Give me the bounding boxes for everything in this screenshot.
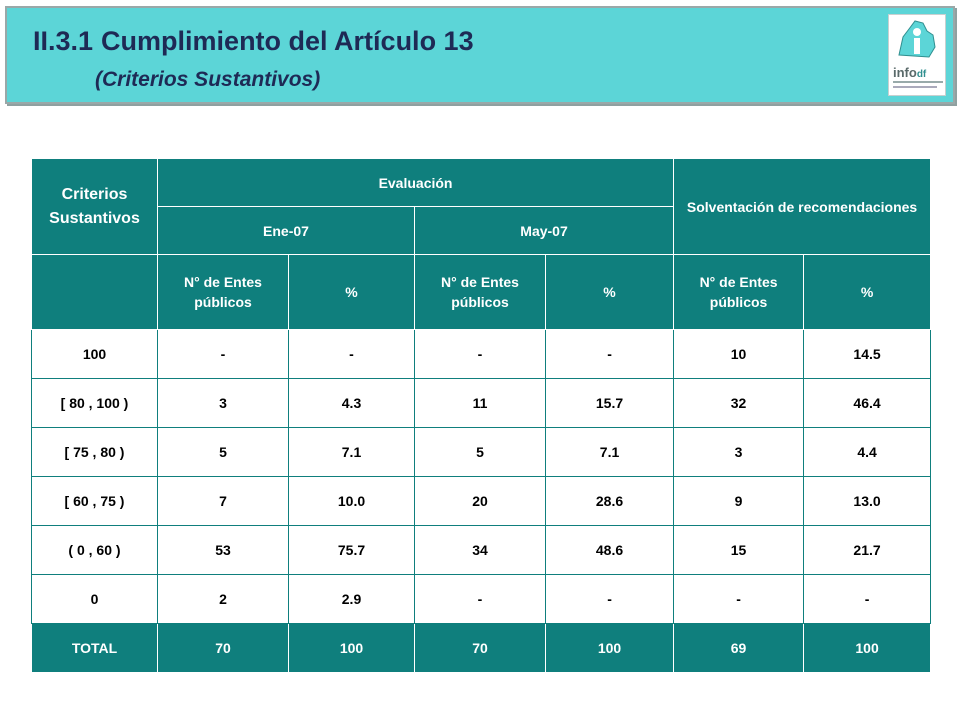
criteria-cell: [ 75 , 80 )	[31, 427, 158, 477]
percent-cell: 15.7	[544, 378, 675, 428]
criteria-header: Criterios Sustantivos	[31, 158, 158, 255]
count-cell: 10	[673, 329, 805, 379]
percent-cell: 21.7	[803, 525, 932, 575]
percent-header: %	[803, 254, 932, 330]
section-number: II.3.1	[33, 26, 94, 56]
percent-header: %	[544, 254, 675, 330]
count-cell: -	[414, 574, 546, 624]
logo-fine-print	[893, 86, 937, 88]
logo-wordmark: infodf	[893, 65, 926, 80]
logo-suffix: df	[916, 69, 927, 80]
blank-header	[31, 254, 158, 330]
table-row: ( 0 , 60 ) 53 75.7 34 48.6 15 21.7	[31, 525, 932, 575]
percent-cell: 46.4	[803, 378, 932, 428]
percent-cell: -	[803, 574, 932, 624]
period-2-header: May-07	[413, 206, 675, 255]
percent-cell: -	[288, 329, 415, 379]
table-row: [ 80 , 100 ) 3 4.3 11 15.7 32 46.4	[31, 378, 932, 428]
percent-cell: 7.1	[544, 427, 675, 477]
percent-cell: 14.5	[803, 329, 932, 379]
count-cell: 32	[673, 378, 805, 428]
percent-cell: 4.4	[803, 427, 932, 477]
percent-cell: 48.6	[544, 525, 675, 575]
logo-text: info	[893, 65, 917, 80]
count-cell: 53	[157, 525, 289, 575]
total-percent-cell: 100	[803, 623, 932, 673]
total-count-cell: 70	[157, 623, 289, 673]
percent-cell: 2.9	[288, 574, 415, 624]
count-cell: 3	[673, 427, 805, 477]
page-subtitle: (Criterios Sustantivos)	[95, 68, 321, 91]
criteria-cell: 100	[31, 329, 158, 379]
solventacion-header: Solventación de recomendaciones	[673, 158, 932, 255]
count-header: N° de Entes públicos	[157, 254, 289, 330]
total-count-cell: 69	[673, 623, 805, 673]
total-label: TOTAL	[31, 623, 158, 673]
criteria-cell: ( 0 , 60 )	[31, 525, 158, 575]
count-header: N° de Entes públicos	[414, 254, 546, 330]
criteria-table-container: Criterios Sustantivos Evaluación Solvent…	[31, 158, 932, 673]
criteria-cell: [ 80 , 100 )	[31, 378, 158, 428]
table-row: 100 - - - - 10 14.5	[31, 329, 932, 379]
count-cell: -	[673, 574, 805, 624]
percent-cell: 75.7	[288, 525, 415, 575]
map-emblem-icon	[898, 20, 936, 58]
count-cell: 34	[414, 525, 546, 575]
count-cell: 20	[414, 476, 546, 526]
page-title: II.3.1 Cumplimiento del Artículo 13	[33, 26, 474, 57]
percent-cell: 10.0	[288, 476, 415, 526]
title-banner: II.3.1 Cumplimiento del Artículo 13 (Crit…	[5, 6, 955, 104]
percent-cell: 4.3	[288, 378, 415, 428]
percent-cell: 7.1	[288, 427, 415, 477]
count-cell: 5	[157, 427, 289, 477]
percent-cell: -	[544, 329, 675, 379]
total-percent-cell: 100	[544, 623, 675, 673]
count-cell: 11	[414, 378, 546, 428]
percent-cell: 13.0	[803, 476, 932, 526]
percent-cell: 28.6	[544, 476, 675, 526]
criteria-cell: 0	[31, 574, 158, 624]
period-1-header: Ene-07	[157, 206, 415, 255]
infodf-logo: infodf	[888, 14, 946, 96]
total-row: TOTAL 70 100 70 100 69 100	[31, 623, 932, 673]
count-cell: 15	[673, 525, 805, 575]
total-count-cell: 70	[414, 623, 546, 673]
logo-fine-print	[893, 81, 943, 83]
count-cell: 9	[673, 476, 805, 526]
count-cell: -	[157, 329, 289, 379]
percent-header: %	[288, 254, 415, 330]
count-cell: -	[414, 329, 546, 379]
total-percent-cell: 100	[288, 623, 415, 673]
criteria-table: Criterios Sustantivos Evaluación Solvent…	[31, 158, 932, 673]
table-row: [ 60 , 75 ) 7 10.0 20 28.6 9 13.0	[31, 476, 932, 526]
table-row: [ 75 , 80 ) 5 7.1 5 7.1 3 4.4	[31, 427, 932, 477]
title-text: Cumplimiento del Artículo 13	[101, 26, 474, 56]
evaluation-header: Evaluación	[156, 158, 675, 207]
criteria-cell: [ 60 , 75 )	[31, 476, 158, 526]
percent-cell: -	[544, 574, 675, 624]
count-cell: 5	[414, 427, 546, 477]
count-cell: 2	[157, 574, 289, 624]
count-cell: 3	[157, 378, 289, 428]
count-header: N° de Entes públicos	[673, 254, 805, 330]
table-row: 0 2 2.9 - - - -	[31, 574, 932, 624]
count-cell: 7	[157, 476, 289, 526]
